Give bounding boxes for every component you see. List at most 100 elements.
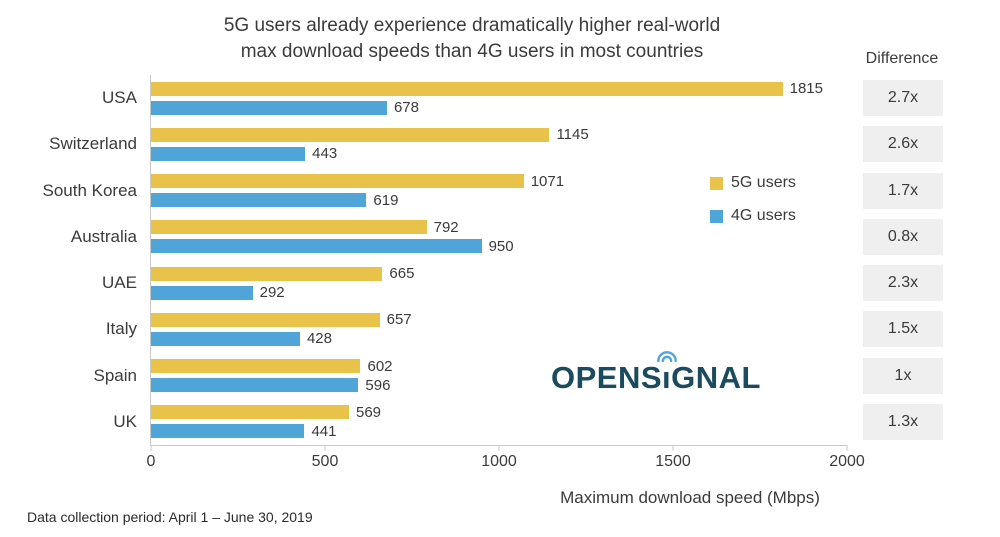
bar-line-5g: 1815 <box>151 80 847 97</box>
bar-line-5g: 665 <box>151 265 847 282</box>
bar-line-4g: 950 <box>151 238 847 255</box>
bar-line-5g: 602 <box>151 358 847 375</box>
bar-value-5g: 1145 <box>556 126 589 144</box>
x-tick-mark <box>498 445 500 451</box>
bar-4g <box>151 424 305 439</box>
bar-4g <box>151 378 359 393</box>
difference-badge: 2.3x <box>863 265 943 302</box>
bar-line-4g: 678 <box>151 99 847 116</box>
logo-text-pre: OPENS <box>551 360 663 395</box>
difference-header: Difference <box>865 50 939 67</box>
bar-5g <box>151 359 361 374</box>
plot-area: USA 1815 678 2.7x Switzerland 1145 443 2.6x Sout… <box>42 75 943 470</box>
bar-5g <box>151 312 380 327</box>
signal-arcs-icon <box>656 351 677 362</box>
chart-row: Spain 602 596 1x <box>94 353 943 399</box>
chart-row: UK 569 441 1.3x <box>113 399 943 445</box>
logo-letter-i: ı <box>656 351 677 396</box>
chart-row: Switzerland 1145 443 2.6x <box>49 121 943 167</box>
bar-group: 1815 678 <box>151 80 847 116</box>
chart-row: Italy 657 428 1.5x <box>106 306 943 352</box>
bar-value-4g: 950 <box>488 237 514 255</box>
bar-group: 792 950 <box>151 219 847 255</box>
bar-5g <box>151 220 427 235</box>
bar-line-4g: 441 <box>151 423 847 440</box>
bar-value-5g: 665 <box>389 265 415 283</box>
difference-badge: 2.6x <box>863 126 943 163</box>
chart-title-line2: max download speeds than 4G users in mos… <box>240 41 704 62</box>
bar-value-5g: 657 <box>386 311 412 329</box>
bar-value-4g: 678 <box>393 99 419 117</box>
x-tick-label: 500 <box>311 453 339 470</box>
bar-4g <box>151 239 482 254</box>
x-tick-label: 0 <box>146 453 156 470</box>
x-tick-mark <box>324 445 326 451</box>
bar-line-5g: 1071 <box>151 173 847 190</box>
bar-group: 657 428 <box>151 311 847 347</box>
bar-4g <box>151 285 253 300</box>
bar-line-5g: 657 <box>151 311 847 328</box>
bar-value-5g: 792 <box>433 218 459 236</box>
bar-group: 1145 443 <box>151 126 847 162</box>
x-tick-mark <box>846 445 848 451</box>
logo-text-post: GNAL <box>671 360 761 395</box>
country-label: USA <box>102 88 137 108</box>
legend-item-4g: 4G users <box>710 207 796 225</box>
country-label: Italy <box>105 319 137 339</box>
legend-swatch-5g <box>710 176 723 190</box>
bar-value-5g: 602 <box>367 357 393 375</box>
difference-badge: 1x <box>863 357 943 394</box>
chart-title-line1: 5G users already experience dramatically… <box>223 15 721 36</box>
bar-line-5g: 569 <box>151 404 847 421</box>
bar-group: 569 441 <box>151 404 847 440</box>
bar-line-5g: 792 <box>151 219 847 236</box>
x-tick-label: 2000 <box>829 453 865 470</box>
bar-value-4g: 596 <box>365 376 391 394</box>
bar-line-4g: 619 <box>151 192 847 209</box>
bar-4g <box>151 100 387 115</box>
difference-badge: 2.7x <box>863 80 943 117</box>
bar-line-5g: 1145 <box>151 126 847 143</box>
legend-swatch-4g <box>710 209 723 223</box>
country-label: Spain <box>93 365 137 385</box>
bar-group: 602 596 <box>151 358 847 394</box>
x-axis-label: Maximum download speed (Mbps) <box>560 488 820 507</box>
difference-badge: 1.5x <box>863 311 943 348</box>
bar-5g <box>151 81 783 96</box>
logo-i-char: ı <box>662 360 672 395</box>
bar-value-4g: 441 <box>311 422 337 440</box>
chart-title: 5G users already experience dramatically… <box>92 13 852 65</box>
opensignal-logo: OPENS ıGNAL <box>551 351 761 396</box>
bar-5g <box>151 405 349 420</box>
bar-5g <box>151 127 550 142</box>
chart-row: Australia 792 950 0.8x <box>71 214 943 260</box>
chart-row: South Korea 1071 619 1.7x <box>42 168 943 214</box>
x-axis: 0 500 1000 1500 2000 <box>147 445 865 477</box>
bar-value-4g: 428 <box>306 330 332 348</box>
bar-line-4g: 428 <box>151 330 847 347</box>
x-tick-mark <box>150 445 152 451</box>
bar-4g <box>151 193 367 208</box>
bar-value-5g: 1071 <box>530 172 565 190</box>
bar-line-4g: 443 <box>151 145 847 162</box>
difference-badge: 1.3x <box>863 403 943 440</box>
source-note: Data collection period: April 1 – June 3… <box>27 509 313 525</box>
bar-rows: USA 1815 678 2.7x Switzerland 1145 443 2.6x Sout… <box>42 75 943 445</box>
bar-value-5g: 1815 <box>789 80 823 98</box>
country-label: UK <box>113 411 137 431</box>
x-tick-label: 1000 <box>481 453 517 470</box>
difference-badge: 1.7x <box>863 172 943 209</box>
bar-group: 665 292 <box>151 265 847 301</box>
bar-value-4g: 443 <box>312 145 338 163</box>
country-label: South Korea <box>42 180 137 200</box>
x-tick-mark <box>672 445 674 451</box>
bar-4g <box>151 331 300 346</box>
chart-row: UAE 665 292 2.3x <box>102 260 943 306</box>
difference-badge: 0.8x <box>863 218 943 255</box>
country-label: Switzerland <box>49 134 137 154</box>
legend-label-4g: 4G users <box>731 207 796 224</box>
legend-label-5g: 5G users <box>731 174 796 191</box>
chart-row: USA 1815 678 2.7x <box>102 75 943 121</box>
bar-5g <box>151 174 524 189</box>
